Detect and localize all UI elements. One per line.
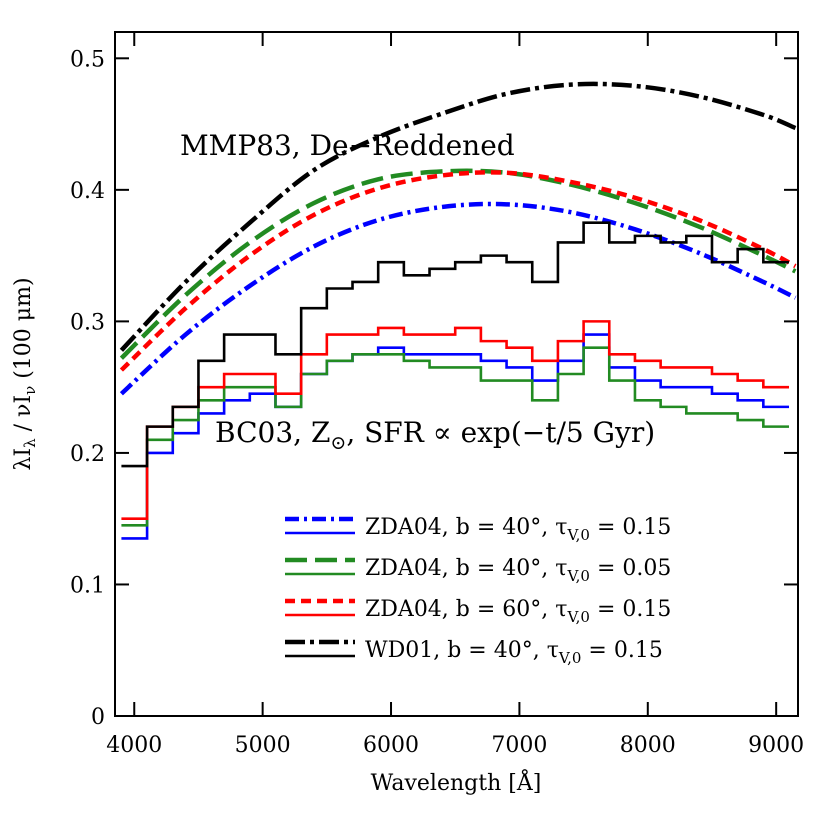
step-line	[121, 221, 790, 468]
model-curve	[119, 201, 797, 396]
y-label-part: / νI	[11, 395, 36, 438]
x-tick-label: 6000	[363, 733, 419, 758]
legend-label: ZDA04, b = 60°, τV,0 = 0.15	[365, 597, 671, 626]
legend-part: ZDA04, b = 40°, τ	[365, 556, 567, 581]
x-tick-label: 8000	[620, 733, 676, 758]
legend-sub: V,0	[558, 649, 582, 667]
legend-label: ZDA04, b = 40°, τV,0 = 0.15	[365, 515, 671, 544]
model-curve	[119, 81, 797, 352]
y-label-part: (100 μm)	[11, 277, 36, 385]
legend-part: = 0.15	[581, 638, 662, 663]
legend-sub: V,0	[566, 608, 590, 626]
legend-part: WD01, b = 40°, τ	[365, 638, 559, 663]
y-axis-label: λIλ / νIν (100 μm)	[11, 277, 39, 470]
step-line	[121, 320, 790, 520]
y-tick-label: 0	[91, 705, 105, 730]
annotation-part: , SFR ∝ exp(−t/5 Gyr)	[346, 416, 655, 449]
legend-label: WD01, b = 40°, τV,0 = 0.15	[365, 638, 663, 667]
legend-part: ZDA04, b = 40°, τ	[365, 515, 567, 540]
y-tick-label: 0.2	[70, 442, 105, 467]
y-tick-label: 0.4	[70, 179, 105, 204]
x-tick-label: 4000	[106, 733, 162, 758]
legend-part: = 0.05	[590, 556, 671, 581]
annotation: BC03, Z⊙, SFR ∝ exp(−t/5 Gyr)	[215, 416, 655, 454]
legend-label: ZDA04, b = 40°, τV,0 = 0.05	[365, 556, 671, 585]
annotation-part: MMP83, De−Reddened	[180, 129, 515, 162]
legend-part: ZDA04, b = 60°, τ	[365, 597, 567, 622]
y-label-part: λI	[11, 448, 36, 471]
annotation-part: BC03, Z	[215, 416, 330, 449]
x-tick-label: 7000	[491, 733, 547, 758]
legend-part: = 0.15	[590, 597, 671, 622]
x-axis-label: Wavelength [Å]	[371, 768, 542, 796]
legend-sub: V,0	[566, 567, 590, 585]
model-curve	[119, 170, 797, 372]
y-label-sub: λ	[21, 438, 39, 448]
y-tick-label: 0.1	[70, 573, 105, 598]
annotation-sub: ⊙	[330, 432, 346, 454]
x-tick-label: 9000	[748, 733, 804, 758]
x-tick-label: 5000	[235, 733, 291, 758]
model-curve	[119, 168, 797, 360]
legend-part: = 0.15	[590, 515, 671, 540]
y-tick-label: 0.5	[70, 47, 105, 72]
legend-sub: V,0	[566, 526, 590, 544]
y-label-sub: ν	[21, 386, 39, 395]
annotation: MMP83, De−Reddened	[180, 129, 515, 162]
step-line	[121, 346, 790, 527]
plot-frame	[114, 31, 799, 717]
y-tick-label: 0.3	[70, 310, 105, 335]
